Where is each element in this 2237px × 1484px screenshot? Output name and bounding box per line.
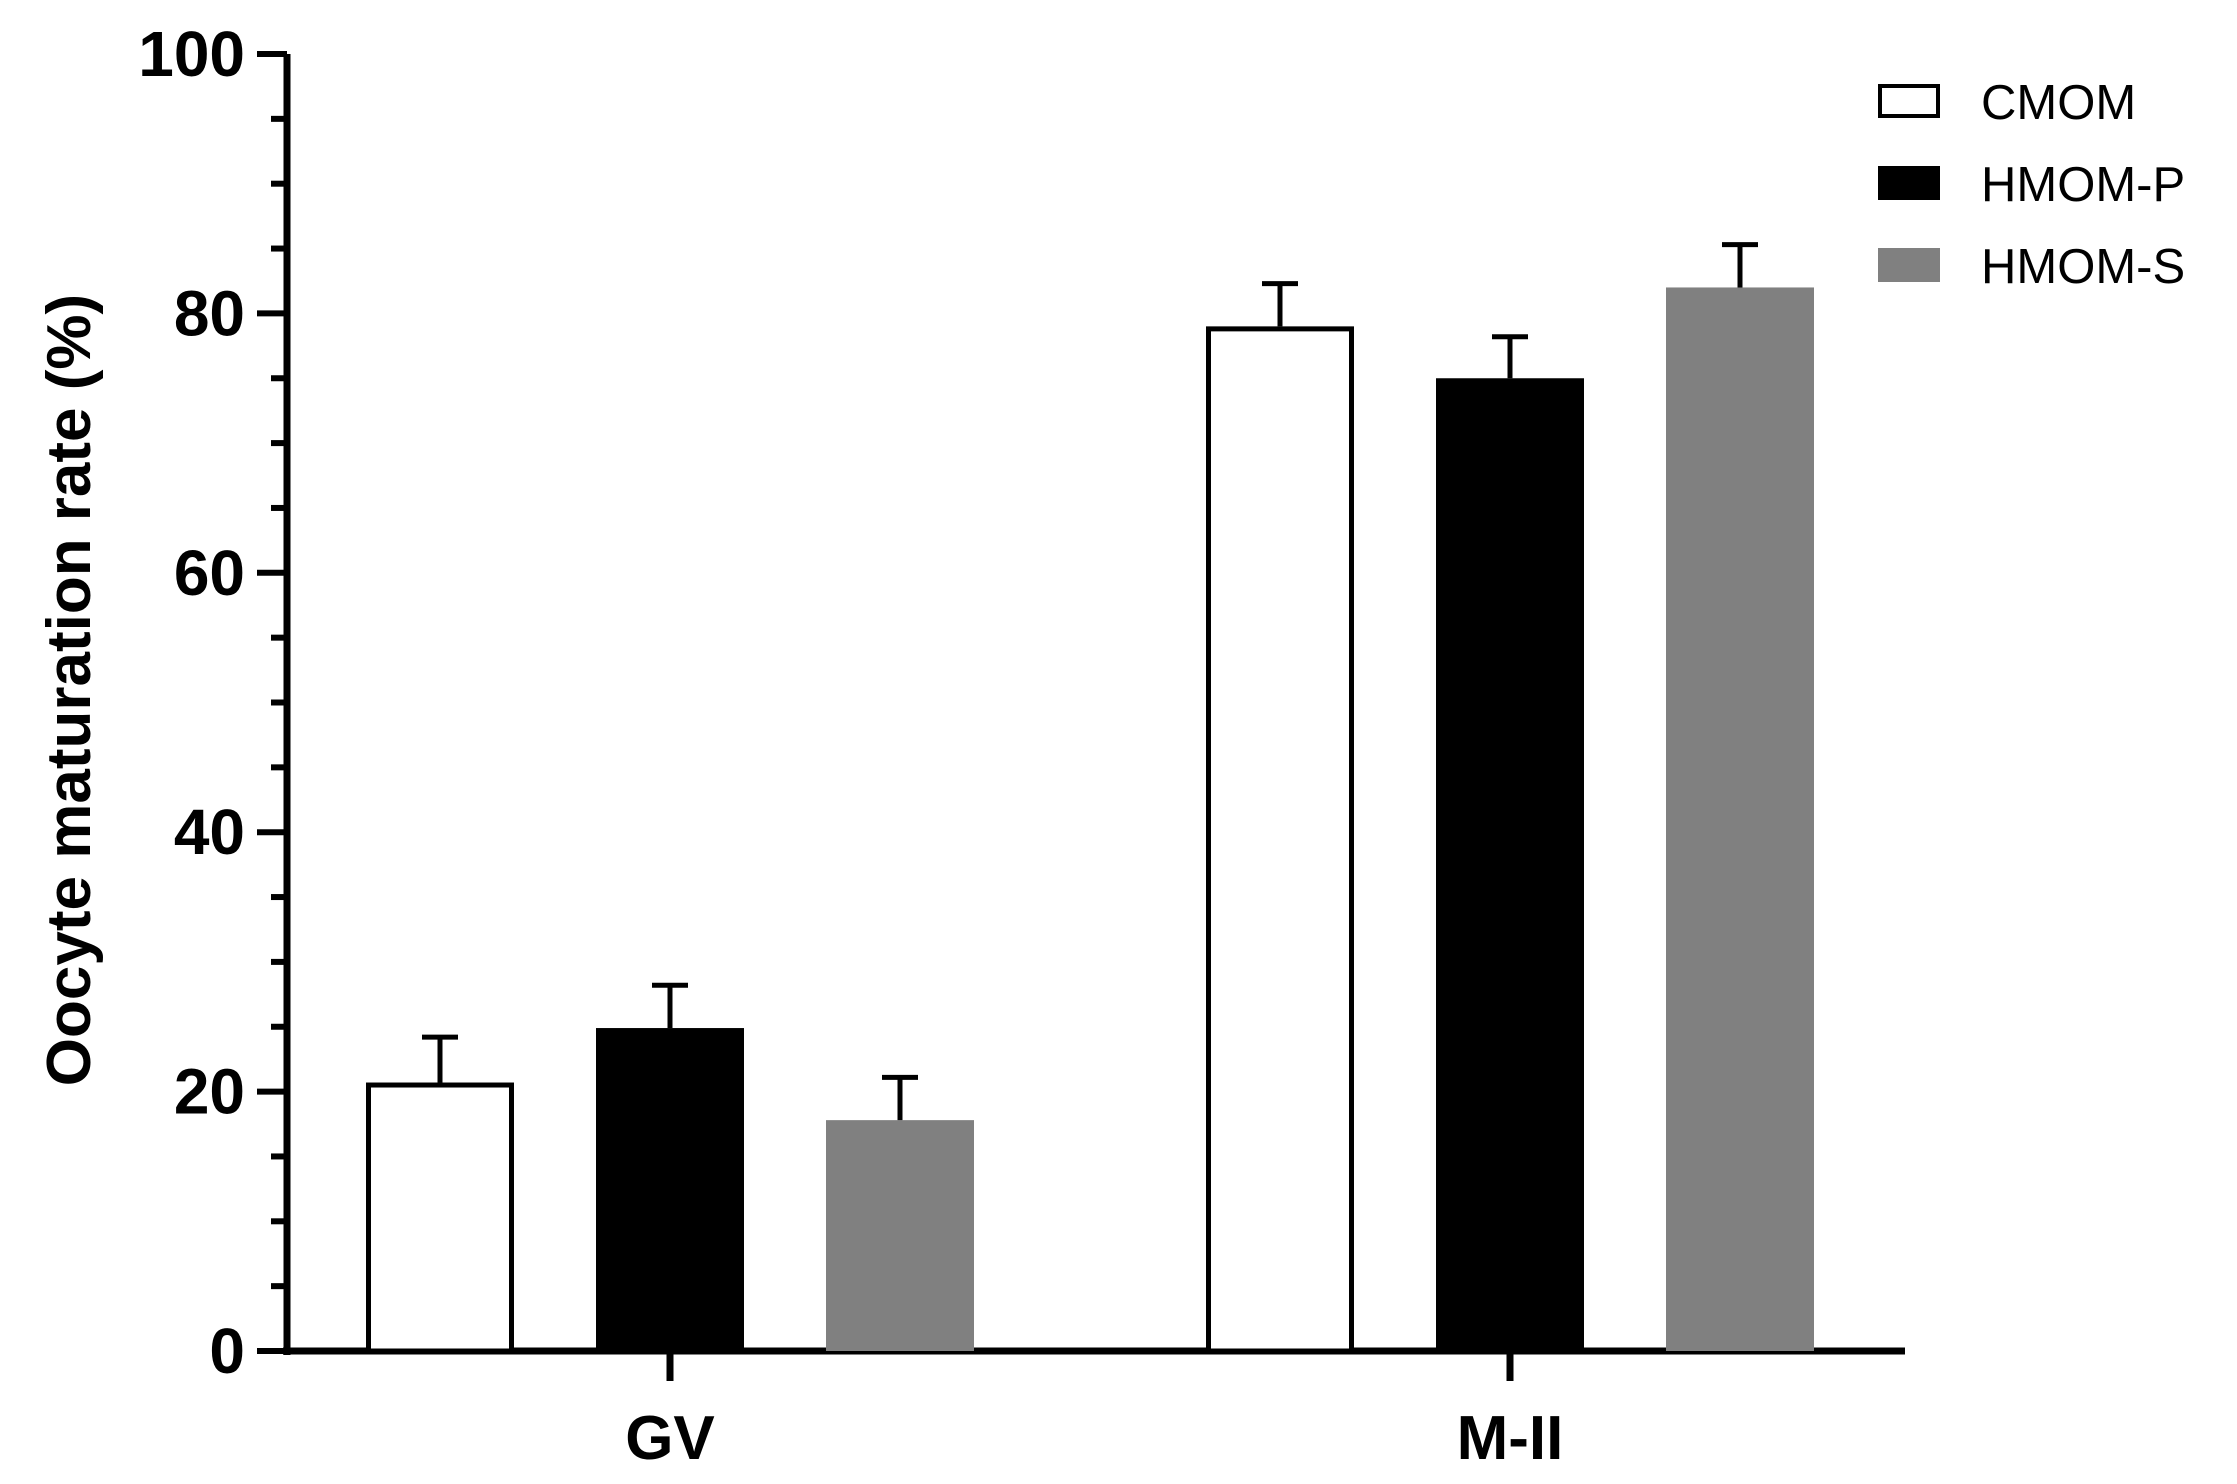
error-bars [422, 242, 1758, 1121]
y-tick-label: 60 [174, 537, 245, 609]
bar-hmom-p-m-ii [1436, 378, 1584, 1351]
y-tick-label: 80 [174, 277, 245, 349]
y-axis: 0 20 40 60 80 100 [138, 18, 291, 1387]
y-axis-title: Oocyte maturation rate (%) [35, 294, 104, 1086]
legend-swatch-hmom-s [1878, 248, 1940, 282]
bar-hmom-s-m-ii [1666, 287, 1814, 1352]
legend-swatch-hmom-p [1878, 166, 1940, 200]
bar-cmom-gv [366, 1082, 514, 1354]
legend-label-hmom-s: HMOM-S [1981, 240, 2185, 294]
x-category-label: GV [625, 1404, 715, 1473]
bars [366, 287, 1814, 1354]
x-axis: GV M-II [283, 1347, 1905, 1473]
legend-swatch-cmom [1878, 84, 1940, 118]
legend: CMOM HMOM-P HMOM-S [1878, 76, 2185, 294]
legend-label-hmom-p: HMOM-P [1981, 158, 2185, 212]
bar-hmom-p-gv [596, 1028, 744, 1351]
bar-hmom-s-gv [826, 1120, 974, 1351]
x-category-label: M-II [1457, 1404, 1564, 1473]
y-tick-label: 20 [174, 1056, 245, 1128]
y-tick-label: 0 [209, 1315, 245, 1387]
y-tick-label: 100 [138, 18, 245, 90]
legend-label-cmom: CMOM [1981, 76, 2136, 130]
bar-cmom-m-ii [1206, 326, 1354, 1354]
y-tick-label: 40 [174, 796, 245, 868]
